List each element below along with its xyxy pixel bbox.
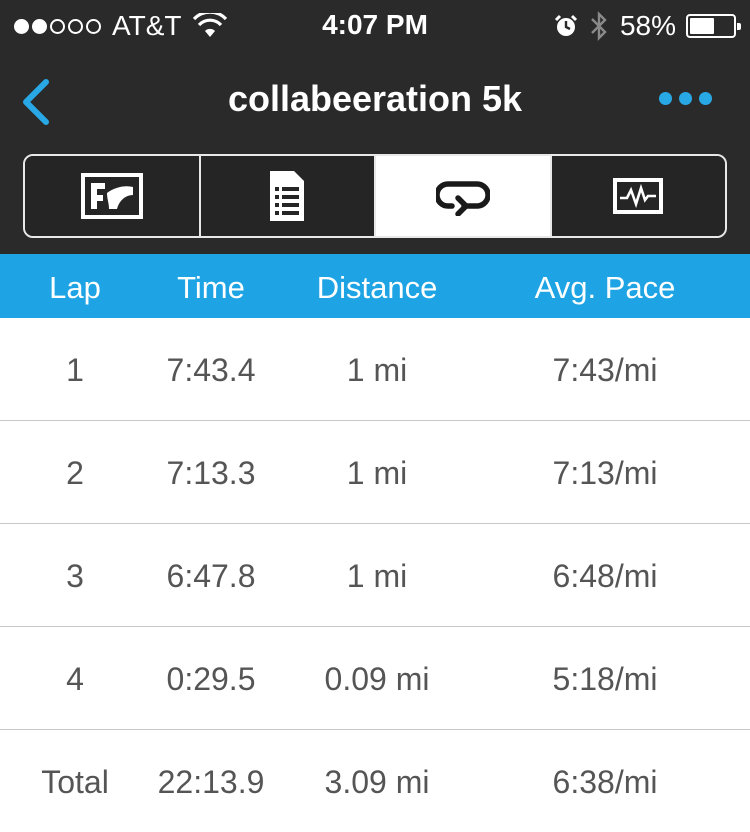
alarm-icon <box>554 14 578 36</box>
chart-icon <box>613 178 664 214</box>
total-pace: 6:38/mi <box>552 764 658 800</box>
total-time: 22:13.9 <box>157 764 265 800</box>
signal-dot <box>32 18 47 34</box>
battery-percent: 58% <box>619 10 676 41</box>
signal-dot <box>50 18 65 34</box>
lap-time: 7:43.4 <box>166 352 256 388</box>
lap-number: 2 <box>66 455 84 491</box>
nav-bar: collabeeration 5k <box>0 52 750 148</box>
signal-dot <box>68 18 83 34</box>
battery-fill <box>690 18 714 34</box>
carrier-name: AT&T <box>112 10 182 41</box>
lap-distance: 0.09 mi <box>324 661 430 697</box>
map-icon <box>80 173 143 219</box>
status-left: AT&T <box>14 10 228 42</box>
battery-nub <box>737 23 741 30</box>
chevron-left-icon[interactable] <box>16 78 56 126</box>
laps-loop-icon <box>435 181 490 216</box>
top-bar: AT&T 4:07 PM 58% <box>0 0 750 254</box>
lap-number: 3 <box>66 558 84 594</box>
lap-time: 7:13.3 <box>166 455 256 491</box>
lap-pace: 5:18/mi <box>552 661 658 697</box>
signal-dot <box>14 18 29 34</box>
details-list-icon <box>270 171 305 221</box>
total-distance: 3.09 mi <box>324 764 430 800</box>
signal-strength <box>14 18 104 34</box>
more-dot <box>659 92 672 105</box>
table-row: 3 6:47.8 1 mi 6:48/mi <box>0 524 750 627</box>
more-dot <box>679 92 692 105</box>
status-time: 4:07 PM <box>322 9 428 40</box>
laps-table-body: 1 7:43.4 1 mi 7:43/mi 2 7:13.3 1 mi 7:13… <box>0 318 750 832</box>
table-row-total: Total 22:13.9 3.09 mi 6:38/mi <box>0 730 750 832</box>
table-row: 1 7:43.4 1 mi 7:43/mi <box>0 318 750 421</box>
lap-time: 6:47.8 <box>166 558 256 594</box>
lap-pace: 7:13/mi <box>552 455 658 491</box>
tab-map[interactable] <box>25 156 199 236</box>
view-segmented-control <box>23 154 727 238</box>
table-row: 2 7:13.3 1 mi 7:13/mi <box>0 421 750 524</box>
more-dots-icon[interactable] <box>652 92 712 105</box>
signal-dot <box>86 18 101 34</box>
tab-chart[interactable] <box>549 156 725 236</box>
wifi-icon <box>193 13 228 37</box>
total-label: Total <box>41 764 109 800</box>
more-dot <box>699 92 712 105</box>
column-header-lap: Lap <box>49 270 101 305</box>
table-row: 4 0:29.5 0.09 mi 5:18/mi <box>0 627 750 730</box>
lap-number: 1 <box>66 352 84 388</box>
bluetooth-icon <box>591 11 607 41</box>
lap-distance: 1 mi <box>346 352 408 388</box>
lap-pace: 6:48/mi <box>552 558 658 594</box>
lap-number: 4 <box>66 661 84 697</box>
laps-table-header: Lap Time Distance Avg. Pace <box>0 254 750 318</box>
lap-time: 0:29.5 <box>166 661 256 697</box>
column-header-avg-pace: Avg. Pace <box>534 270 676 305</box>
battery-icon <box>686 14 741 38</box>
lap-pace: 7:43/mi <box>552 352 658 388</box>
tab-laps[interactable] <box>374 156 550 236</box>
column-header-time: Time <box>177 270 245 305</box>
status-bar: AT&T 4:07 PM 58% <box>0 0 750 52</box>
column-header-distance: Distance <box>316 270 438 305</box>
status-right: 58% <box>554 10 741 42</box>
page-title: collabeeration 5k <box>227 78 523 119</box>
lap-distance: 1 mi <box>346 455 408 491</box>
tab-details[interactable] <box>198 156 374 236</box>
lap-distance: 1 mi <box>346 558 408 594</box>
